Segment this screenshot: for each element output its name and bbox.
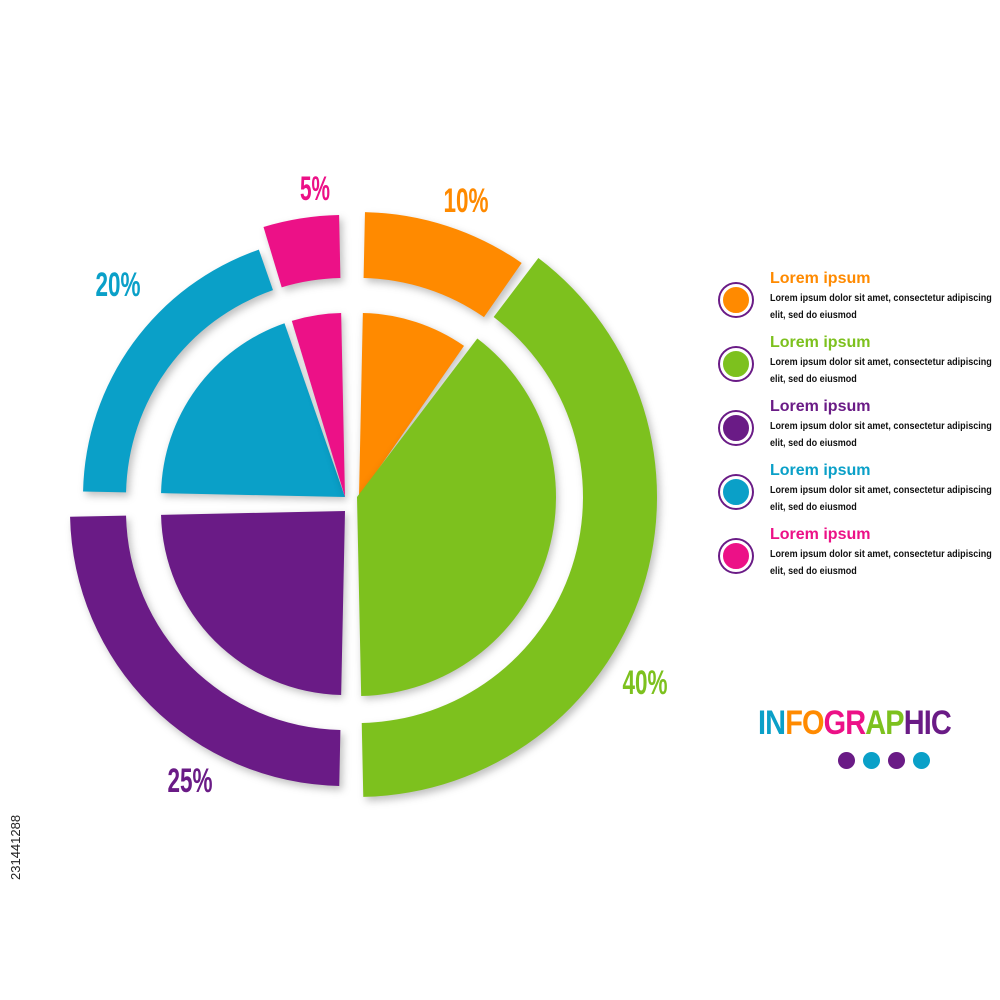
legend-item: Lorem ipsum Lorem ipsum dolor sit amet, c… [720,270,992,334]
dot-icon [838,752,855,769]
legend-dot-icon [720,348,752,380]
legend: Lorem ipsum Lorem ipsum dolor sit amet, c… [720,270,992,590]
slice-outer-ring [83,249,273,493]
legend-title: Lorem ipsum [770,334,871,351]
legend-item: Lorem ipsum Lorem ipsum dolor sit amet, c… [720,462,992,526]
legend-dot-icon [720,412,752,444]
slice-inner [359,313,465,497]
slice-percent-label: 10% [444,182,489,220]
slice-outer-ring [363,212,522,318]
slice-inner [291,313,345,497]
legend-text: Lorem ipsum dolor sit amet, consectetur … [770,420,992,449]
legend-text: Lorem ipsum dolor sit amet, consectetur … [770,292,992,321]
slice-inner [161,323,345,497]
slice-outer-ring [361,258,658,797]
slice-outer-ring [263,215,341,288]
legend-dot-icon [720,284,752,316]
brand-part: AP [865,704,904,742]
brand-part: FO [785,704,824,742]
legend-title: Lorem ipsum [770,270,871,287]
slice-percent-label: 5% [300,170,330,208]
dot-icon [913,752,930,769]
legend-text: Lorem ipsum dolor sit amet, consectetur … [770,548,992,577]
dot-icon [888,752,905,769]
legend-title: Lorem ipsum [770,462,871,479]
slice-percent-label: 20% [96,266,141,304]
legend-dot-icon [720,540,752,572]
legend-item: Lorem ipsum Lorem ipsum dolor sit amet, c… [720,526,992,590]
brand-part: GR [823,704,867,742]
slice-outer-ring [70,515,341,786]
legend-dot-icon [720,476,752,508]
legend-text: Lorem ipsum dolor sit amet, consectetur … [770,484,992,513]
slice-inner [161,511,345,695]
legend-item: Lorem ipsum Lorem ipsum dolor sit amet, c… [720,398,992,462]
slice-inner [357,338,556,696]
infographic-title: INFOGRAPHIC [758,704,952,743]
dot-icon [863,752,880,769]
slice-percent-label: 25% [168,762,213,800]
legend-title: Lorem ipsum [770,526,871,543]
brand-part: IN [758,704,786,742]
legend-item: Lorem ipsum Lorem ipsum dolor sit amet, c… [720,334,992,398]
legend-title: Lorem ipsum [770,398,871,415]
brand-part: HIC [903,704,952,742]
brand-dots [838,752,930,769]
slice-percent-label: 40% [623,664,668,702]
legend-text: Lorem ipsum dolor sit amet, consectetur … [770,356,992,385]
watermark-id: 231441288 [8,814,23,880]
